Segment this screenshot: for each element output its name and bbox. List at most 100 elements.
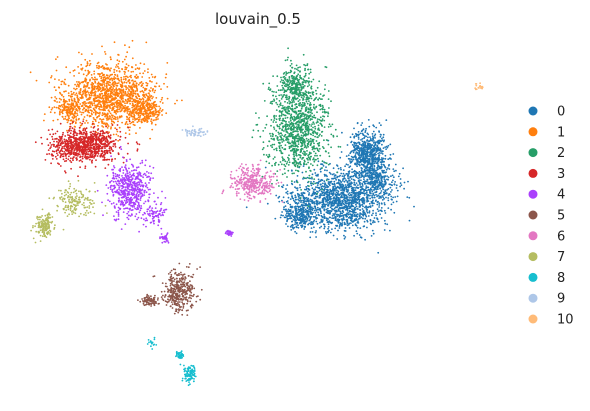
scatter-point-cluster-1 [103,85,106,87]
scatter-point-cluster-0 [358,170,361,173]
scatter-point-cluster-1 [145,94,148,97]
scatter-point-cluster-0 [300,201,302,204]
scatter-point-cluster-1 [147,92,150,95]
scatter-point-cluster-1 [147,97,150,100]
scatter-point-cluster-0 [357,138,360,140]
scatter-point-cluster-0 [285,200,288,203]
scatter-point-cluster-1 [110,73,112,76]
scatter-point-cluster-0 [317,178,320,181]
scatter-point-cluster-0 [290,182,293,185]
scatter-point-cluster-1 [139,98,141,101]
scatter-point-cluster-0 [390,203,393,206]
scatter-point-cluster-0 [334,209,336,212]
scatter-point-cluster-2 [316,164,319,167]
scatter-point-cluster-1 [117,135,120,137]
scatter-point-cluster-2 [286,131,289,134]
scatter-point-cluster-0 [352,170,355,173]
scatter-point-cluster-0 [356,171,359,174]
scatter-point-cluster-1 [110,85,113,88]
scatter-point-cluster-1 [60,83,63,86]
scatter-point-cluster-1 [100,97,103,100]
scatter-point-cluster-1 [121,84,124,87]
scatter-point-cluster-0 [380,152,382,155]
scatter-point-cluster-1 [151,111,154,113]
scatter-point-cluster-2 [299,118,301,120]
scatter-point-cluster-1 [99,94,102,97]
scatter-point-cluster-1 [72,91,75,94]
scatter-point-cluster-0 [365,166,368,169]
scatter-point-cluster-0 [382,157,385,160]
scatter-point-cluster-1 [93,85,96,88]
scatter-point-cluster-0 [369,175,371,177]
scatter-point-cluster-0 [354,193,356,195]
scatter-point-cluster-0 [334,217,337,220]
scatter-point-cluster-0 [383,160,385,163]
scatter-point-cluster-0 [353,184,356,186]
scatter-point-cluster-1 [70,96,73,98]
scatter-point-cluster-0 [379,161,382,164]
scatter-point-cluster-0 [309,182,312,185]
scatter-point-cluster-0 [328,171,331,174]
scatter-point-cluster-0 [394,163,397,166]
scatter-point-cluster-1 [92,87,95,90]
scatter-point-cluster-0 [381,137,383,140]
scatter-point-cluster-1 [94,118,97,121]
scatter-point-cluster-0 [388,183,391,186]
scatter-point-cluster-1 [126,118,128,121]
scatter-point-cluster-0 [348,178,350,180]
scatter-point-cluster-1 [118,126,121,129]
scatter-point-cluster-0 [296,175,299,177]
scatter-point-cluster-2 [265,154,268,156]
scatter-point-cluster-2 [300,136,302,139]
scatter-point-cluster-1 [113,68,116,71]
scatter-point-cluster-1 [94,90,97,93]
scatter-point-cluster-0 [320,220,323,223]
scatter-point-cluster-0 [386,175,388,178]
scatter-point-cluster-1 [142,82,144,85]
scatter-point-cluster-0 [279,216,282,219]
scatter-point-cluster-0 [364,161,367,164]
scatter-point-cluster-0 [345,195,348,197]
scatter-point-cluster-0 [373,165,376,168]
scatter-point-cluster-2 [324,161,326,164]
scatter-point-cluster-0 [336,218,339,221]
scatter-point-cluster-0 [358,205,361,207]
scatter-point-cluster-0 [320,183,322,186]
scatter-point-cluster-0 [358,202,361,205]
scatter-point-cluster-0 [368,211,371,214]
scatter-point-cluster-0 [324,186,327,189]
scatter-point-cluster-0 [328,181,331,183]
scatter-point-cluster-2 [325,111,328,114]
scatter-point-cluster-0 [370,192,372,195]
scatter-point-cluster-1 [149,80,151,82]
scatter-point-cluster-1 [114,91,117,94]
scatter-point-cluster-1 [111,88,114,91]
scatter-point-cluster-2 [299,161,302,163]
scatter-point-cluster-1 [132,110,135,113]
scatter-point-cluster-1 [114,116,117,119]
scatter-point-cluster-1 [140,81,143,83]
scatter-point-cluster-1 [104,103,106,106]
scatter-point-cluster-0 [317,191,319,193]
scatter-point-cluster-1 [161,109,164,111]
scatter-point-cluster-0 [327,220,329,223]
scatter-point-cluster-0 [315,214,318,217]
scatter-point-cluster-0 [348,158,351,160]
scatter-point-cluster-0 [278,200,281,203]
scatter-point-cluster-0 [291,195,293,197]
scatter-point-cluster-2 [275,101,278,104]
scatter-point-cluster-0 [382,147,385,150]
scatter-point-cluster-0 [357,177,360,180]
scatter-point-cluster-1 [98,107,100,110]
scatter-point-cluster-0 [361,163,364,166]
scatter-point-cluster-2 [323,108,326,111]
scatter-point-cluster-1 [145,109,147,112]
scatter-point-cluster-2 [320,135,323,137]
scatter-point-cluster-0 [341,224,343,227]
scatter-point-cluster-2 [329,125,332,128]
scatter-point-cluster-1 [93,102,95,105]
scatter-point-cluster-0 [296,202,299,205]
scatter-point-cluster-0 [331,192,333,195]
scatter-point-cluster-1 [49,111,52,114]
scatter-point-cluster-0 [375,212,377,215]
